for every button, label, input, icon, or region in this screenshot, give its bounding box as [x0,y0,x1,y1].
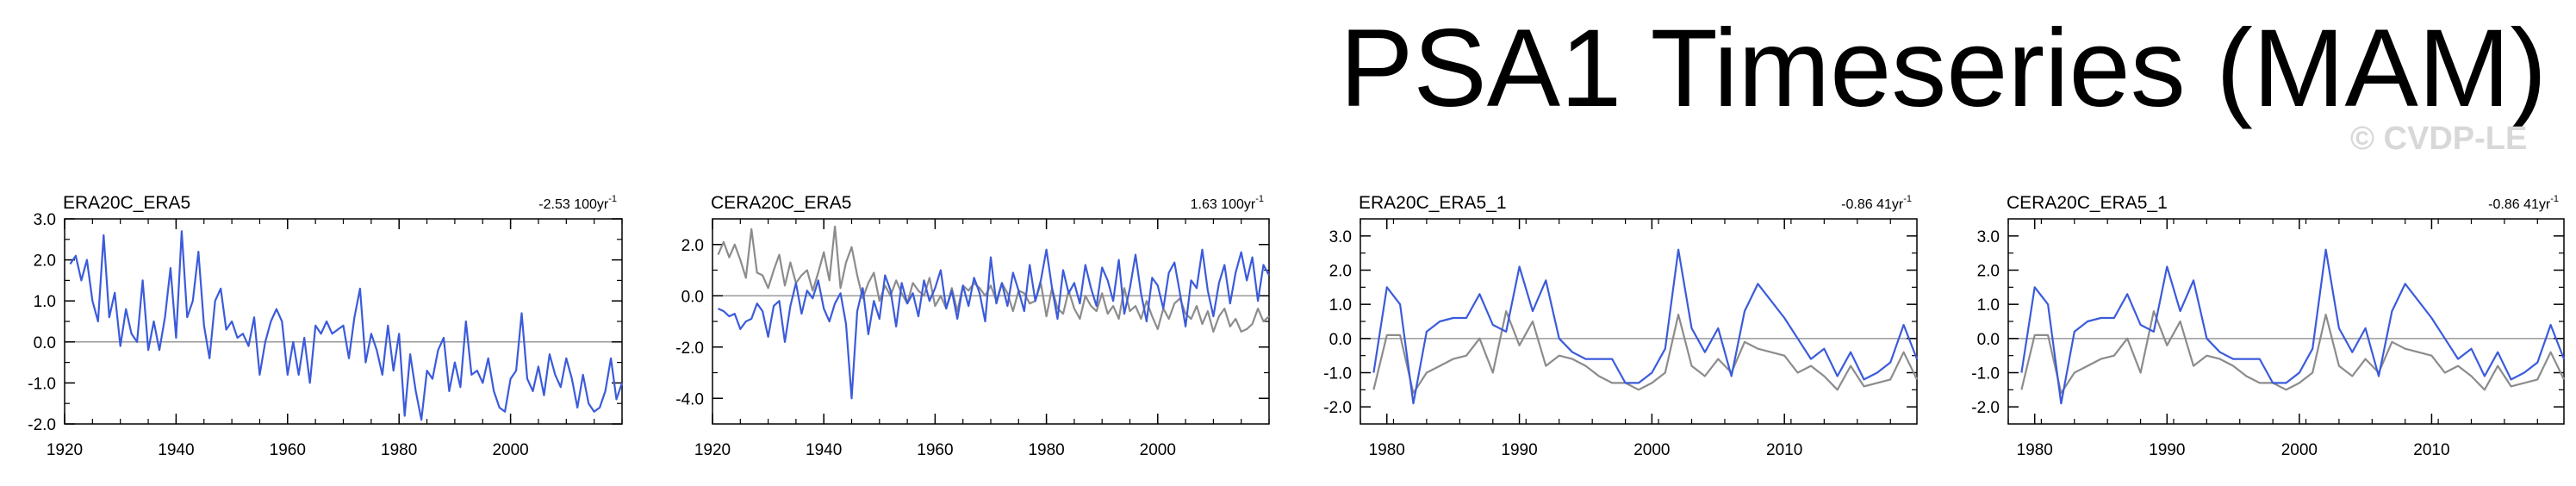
y-tick-label: -1.0 [28,375,56,393]
series-line-1 [717,225,1270,333]
chart-panel-3: -2.0 -1.0 0.0 1.0 2.0 3.0 1980 1990 2000 2010 ERA2… [1323,193,1919,459]
x-tick-label: 1980 [1369,441,1405,459]
y-tick-label: 1.0 [1329,296,1352,315]
y-tick-label: 2.0 [1977,263,2000,281]
y-tick-label: 2.0 [34,252,56,271]
y-tick-label: 0.0 [681,288,704,306]
plot-frame [64,218,623,425]
y-tick-label: -2.0 [1323,399,1352,417]
chart-panel-4: -2.0 -1.0 0.0 1.0 2.0 3.0 1980 1990 2000 2010 CERA… [1971,193,2566,459]
plot-frame [1360,218,1918,425]
trend-label: 1.63 100yr-1 [1191,194,1264,212]
page-title: PSA1 Timeseries (MAM) [1340,7,2548,130]
y-tick-label: 3.0 [1329,228,1352,246]
x-tick-label: 1980 [381,441,417,459]
x-tick-label: 2000 [492,441,528,459]
y-tick-label: -2.0 [28,416,56,434]
panel-title: ERA20C_ERA5 [63,193,190,213]
y-tick-label: 1.0 [34,293,56,311]
x-tick-label: 1920 [694,441,731,459]
x-tick-label: 1960 [270,441,306,459]
series-line-1 [1372,310,1918,395]
y-tick-label: 2.0 [681,237,704,255]
series-line-1 [69,230,624,421]
x-tick-label: 2010 [1766,441,1802,459]
y-tick-label: 0.0 [1329,331,1352,349]
trend-label: -0.86 41yr-1 [1841,194,1912,212]
trend-exponent: -1 [2550,194,2559,204]
x-tick-label: 1980 [2017,441,2053,459]
series-line-2 [2020,248,2566,405]
series-line-2 [1372,248,1919,405]
y-tick-label: -2.0 [1971,399,2000,417]
trend-exponent: -1 [1903,194,1912,204]
x-tick-label: 1920 [47,441,83,459]
x-tick-label: 1940 [158,441,194,459]
x-tick-label: 1940 [806,441,842,459]
y-tick-label: 1.0 [1977,296,2000,315]
y-tick-label: 0.0 [1977,331,2000,349]
panel-title: CERA20C_ERA5_1 [2007,193,2168,213]
x-tick-label: 1960 [917,441,953,459]
y-tick-label: -2.0 [675,340,704,358]
x-tick-label: 1990 [2149,441,2185,459]
x-tick-label: 2000 [2281,441,2318,459]
y-tick-label: -4.0 [675,390,704,408]
watermark: © CVDP-LE [2350,121,2528,157]
y-tick-label: 3.0 [1977,228,2000,246]
series-line-2 [718,248,1270,400]
chart-panel-2: -4.0 -2.0 0.0 2.0 1920 1940 1960 1980 2000 CERA20… [675,193,1270,459]
x-tick-label: 1990 [1501,441,1537,459]
y-tick-label: 2.0 [1329,263,1352,281]
chart-panel-1: -2.0 -1.0 0.0 1.0 2.0 3.0 1920 1940 1960 1980 2000… [28,193,624,459]
x-tick-label: 2000 [1140,441,1176,459]
panel-title: ERA20C_ERA5_1 [1359,193,1507,213]
trend-label: -0.86 41yr-1 [2488,194,2559,212]
trend-label: -2.53 100yr-1 [538,194,617,212]
trend-exponent: -1 [608,194,617,204]
x-tick-label: 1980 [1028,441,1064,459]
trend-exponent: -1 [1255,194,1264,204]
x-tick-label: 2000 [1633,441,1670,459]
panel-title: CERA20C_ERA5 [711,193,851,213]
x-tick-label: 2010 [2413,441,2449,459]
y-tick-label: 3.0 [34,211,56,229]
series-line-1 [2020,310,2565,395]
plot-frame [2007,218,2565,425]
y-tick-label: -1.0 [1971,365,2000,383]
y-tick-label: -1.0 [1323,365,1352,383]
y-tick-label: 0.0 [34,334,56,352]
